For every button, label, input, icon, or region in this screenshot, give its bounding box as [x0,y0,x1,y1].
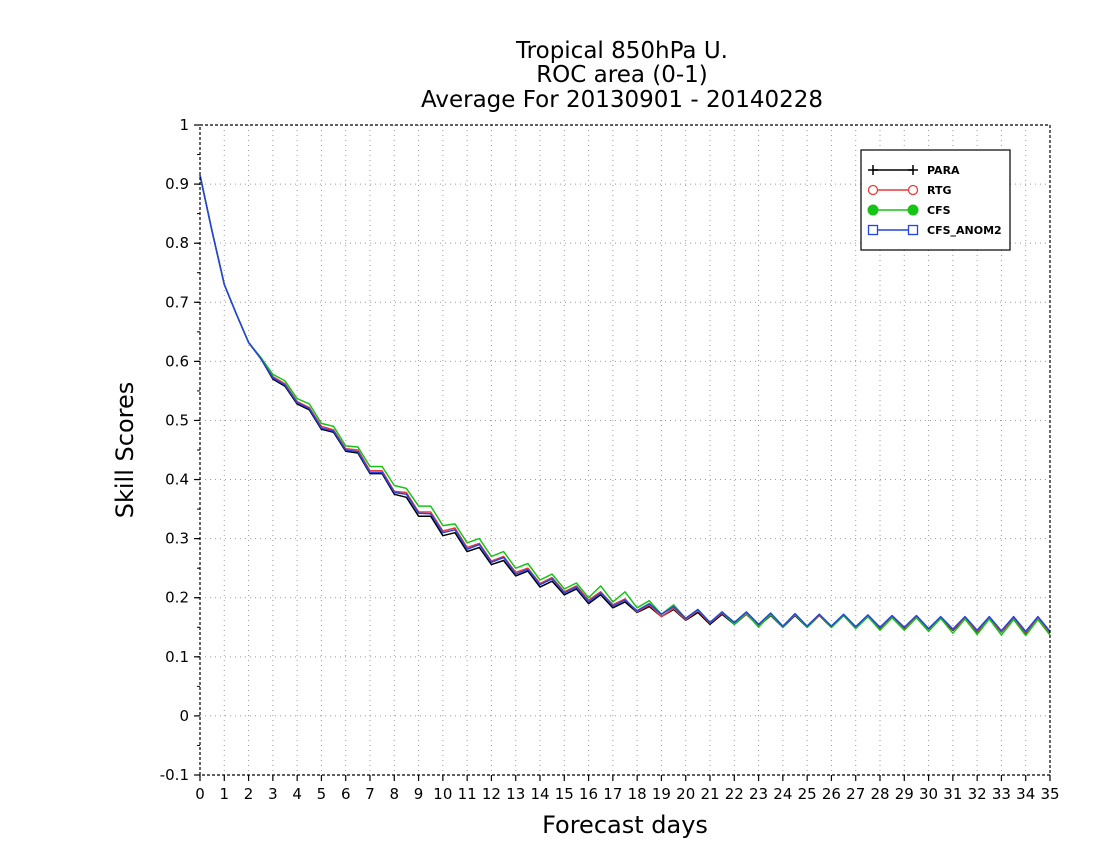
y-tick-label-5: 0.4 [165,471,189,489]
x-tick-label-26: 26 [822,785,841,803]
x-tick-label-8: 8 [390,785,400,803]
x-tick-label-2: 2 [244,785,254,803]
y-axis: -0.1 0 0.1 0.2 0.3 0.4 0.5 0.6 0.7 0.8 0.9 1 [160,116,200,784]
x-tick-label-17: 17 [603,785,622,803]
x-tick-label-10: 10 [433,785,452,803]
x-tick-label-16: 16 [579,785,598,803]
series-line-cfs-anom2 [199,175,1051,633]
y-tick-label-10: 0.9 [165,175,189,193]
x-tick-label-0: 0 [195,785,205,803]
x-tick-label-22: 22 [725,785,744,803]
x-tick-label-1: 1 [220,785,230,803]
legend-marker-rtg-0 [867,184,879,196]
x-tick-label-32: 32 [968,785,987,803]
x-tick-label-25: 25 [798,785,817,803]
x-tick-label-7: 7 [365,785,375,803]
legend-marker-cfs-1 [907,204,919,216]
y-tick-label-6: 0.5 [165,411,189,429]
plot-series [199,175,1051,637]
legend-marker-para-1 [908,165,918,175]
x-tick-label-15: 15 [555,785,574,803]
x-tick-label-20: 20 [676,785,695,803]
y-tick-label-3: 0.2 [165,589,189,607]
x-tick-label-35: 35 [1040,785,1059,803]
y-tick-label-7: 0.6 [165,352,189,370]
x-tick-label-30: 30 [919,785,938,803]
chart-title-line-3: Average For 20130901 - 20140228 [421,87,823,113]
x-tick-label-4: 4 [292,785,302,803]
legend-label-cfs: CFS [927,204,951,217]
x-tick-label-31: 31 [943,785,962,803]
y-tick-label-4: 0.3 [165,530,189,548]
x-tick-label-21: 21 [700,785,719,803]
legend-label-rtg: RTG [927,184,952,197]
x-tick-label-23: 23 [749,785,768,803]
y-tick-label-2: 0.1 [165,648,189,666]
x-tick-label-27: 27 [846,785,865,803]
legend-box [860,149,1011,251]
x-tick-label-13: 13 [506,785,525,803]
x-tick-label-28: 28 [870,785,889,803]
legend-label-cfs-anom2: CFS_ANOM2 [927,224,1002,237]
legend-marker-cfs-anom2-0 [867,224,879,236]
x-tick-label-14: 14 [530,785,549,803]
chart-title-line-2: ROC area (0-1) [536,62,708,88]
y-tick-label-9: 0.8 [165,234,189,252]
y-axis-title: Skill Scores [111,382,139,519]
y-tick-label-8: 0.7 [165,293,189,311]
legend-marker-cfs-0 [867,204,879,216]
grid [200,125,1050,775]
x-tick-label-5: 5 [317,785,327,803]
x-tick-label-3: 3 [268,785,278,803]
legend-marker-cfs-anom2-1 [907,224,919,236]
x-tick-label-11: 11 [458,785,477,803]
x-tick-label-6: 6 [341,785,351,803]
x-tick-label-9: 9 [414,785,424,803]
chart-title-line-1: Tropical 850hPa U. [515,38,728,64]
x-tick-label-34: 34 [1016,785,1035,803]
x-tick-label-19: 19 [652,785,671,803]
y-tick-label-1: 0 [179,707,189,725]
legend-marker-rtg-1 [907,184,919,196]
x-tick-label-18: 18 [628,785,647,803]
y-tick-label-11: 1 [179,116,189,134]
x-axis: 0 1 2 3 4 5 6 7 8 9 10 11 12 13 14 15 16 17 18 19 20 21 22 23 24… [195,775,1060,803]
legend-label-para: PARA [927,164,960,177]
x-axis-title: Forecast days [542,811,708,839]
x-tick-label-29: 29 [895,785,914,803]
legend: PARA RTG CFS CFS_ANOM2 [860,149,1011,251]
x-tick-label-12: 12 [482,785,501,803]
y-tick-label-0: -0.1 [160,766,189,784]
x-tick-label-33: 33 [992,785,1011,803]
x-tick-label-24: 24 [773,785,792,803]
legend-marker-para-0 [868,165,878,175]
chart-titles: Tropical 850hPa U. ROC area (0-1) Averag… [421,38,823,113]
series-line-cfs [199,175,1051,637]
